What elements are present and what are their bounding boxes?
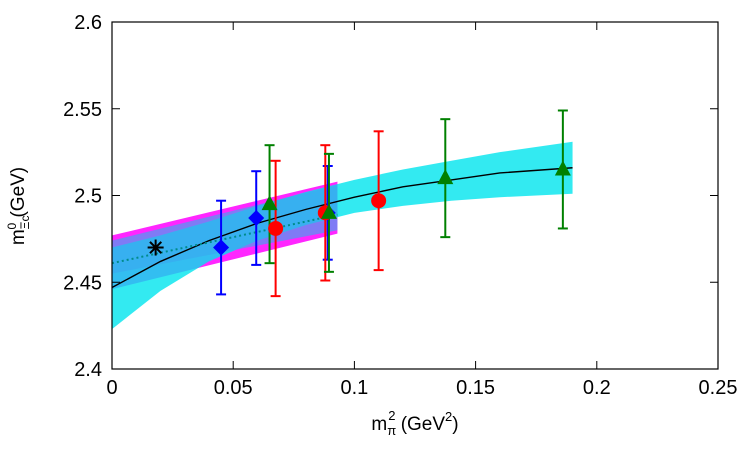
y-tick-label-0: 2.4	[74, 359, 102, 381]
band-blue	[112, 185, 338, 274]
bands	[112, 141, 573, 330]
x-tick-label-0: 0	[106, 377, 117, 399]
y-axis-title: mΞc0 (GeV)	[5, 167, 32, 245]
data-point-triangle-3	[554, 160, 571, 176]
fit-line-dotted	[111, 213, 338, 265]
axis-ticks: 0 0.05 0.1 0.15 0.2 0.25 2.4 2.45 2.5 2.55 2.6	[63, 12, 737, 399]
x-axis-title-sup: 2	[388, 408, 395, 423]
y-axis-title-sup: 0	[5, 223, 19, 230]
x-tick-label-4: 0.2	[583, 377, 611, 399]
data-markers	[147, 160, 571, 256]
y-tick-label-2: 2.5	[74, 186, 102, 208]
band-cyan	[112, 141, 573, 330]
fit-line-solid	[111, 167, 573, 289]
x-axis-title-sub: π	[387, 423, 396, 438]
y-tick-label-4: 2.6	[74, 12, 102, 34]
fit-curves	[111, 167, 573, 289]
y-axis-title-sub: Ξc	[18, 216, 32, 230]
data-point-circle-0	[268, 220, 284, 236]
y-tick-label-1: 2.45	[63, 272, 102, 294]
data-point-diamond-0	[213, 239, 230, 256]
data-point-triangle-2	[437, 169, 454, 185]
data-point-star-physical	[147, 239, 164, 256]
x-tick-label-5: 0.25	[699, 377, 738, 399]
data-point-diamond-1	[248, 210, 265, 227]
y-tick-label-3: 2.55	[63, 99, 102, 121]
data-point-triangle-0	[261, 195, 278, 211]
x-tick-label-3: 0.15	[456, 377, 495, 399]
x-axis-title-unit-sup: 2	[445, 409, 452, 424]
data-point-circle-2	[371, 193, 387, 209]
x-tick-label-2: 0.1	[340, 377, 368, 399]
x-axis-title: mπ2 (GeV2)	[371, 408, 458, 438]
x-tick-label-1: 0.05	[214, 377, 253, 399]
star-stroke-3	[149, 241, 163, 254]
data-point-triangle-1	[320, 203, 337, 219]
